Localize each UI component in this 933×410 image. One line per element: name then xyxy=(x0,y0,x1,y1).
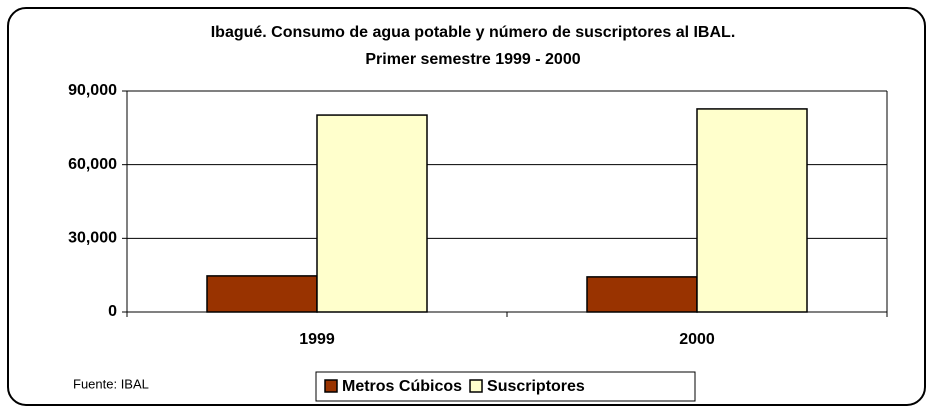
legend-label: Metros Cúbicos xyxy=(342,378,462,395)
bar xyxy=(696,108,808,313)
legend-swatch xyxy=(324,379,338,393)
y-tick-label: 60,000 xyxy=(68,156,117,173)
y-tick-label: 30,000 xyxy=(68,230,117,247)
y-tick-label: 0 xyxy=(108,303,117,320)
legend-swatch xyxy=(469,379,483,393)
bar xyxy=(206,275,318,313)
chart-title: Ibagué. Consumo de agua potable y número… xyxy=(211,24,736,41)
legend-box xyxy=(315,371,696,402)
annotation: Fuente: IBAL xyxy=(73,376,149,391)
bar xyxy=(316,114,428,313)
x-tick-label: 1999 xyxy=(299,331,335,348)
y-tick-label: 90,000 xyxy=(68,82,117,99)
bar xyxy=(586,276,698,313)
legend-label: Suscriptores xyxy=(487,378,585,395)
x-tick-label: 2000 xyxy=(679,331,715,348)
chart-subtitle: Primer semestre 1999 - 2000 xyxy=(365,51,580,68)
